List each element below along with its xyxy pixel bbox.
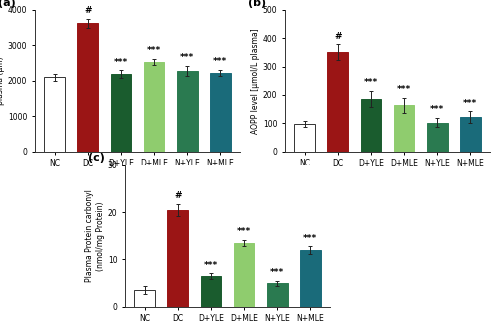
Y-axis label: Plasma Protein carbonyl
(nmol/mg Protein): Plasma Protein carbonyl (nmol/mg Protein…	[86, 189, 105, 282]
Text: ***: ***	[237, 227, 251, 236]
Bar	[360, 99, 381, 152]
Text: ***: ***	[204, 261, 218, 270]
Bar	[328, 52, 348, 152]
Y-axis label: Sialic acid content in
plasma (μm): Sialic acid content in plasma (μm)	[0, 41, 5, 121]
Text: ***: ***	[464, 99, 477, 108]
Text: ***: ***	[397, 85, 411, 94]
Text: (b): (b)	[248, 0, 266, 7]
Bar	[144, 62, 165, 152]
Bar	[210, 73, 231, 152]
Bar	[294, 124, 315, 152]
Text: ***: ***	[364, 78, 378, 87]
Bar	[267, 283, 287, 307]
Bar	[44, 77, 65, 152]
Bar	[427, 122, 448, 152]
Bar	[200, 276, 221, 307]
Text: #: #	[174, 191, 182, 200]
Bar	[177, 71, 198, 152]
Text: ***: ***	[180, 53, 194, 62]
Y-axis label: AOPP level [μmol/L plasma]: AOPP level [μmol/L plasma]	[251, 28, 260, 134]
Text: ***: ***	[114, 58, 128, 67]
Text: ***: ***	[430, 105, 444, 114]
Bar	[78, 23, 98, 152]
Bar	[134, 290, 155, 307]
Text: ***: ***	[270, 268, 284, 277]
Text: (c): (c)	[88, 152, 105, 162]
Text: ***: ***	[147, 46, 161, 55]
Text: #: #	[334, 32, 342, 41]
Bar	[394, 106, 414, 152]
Bar	[234, 243, 254, 307]
Bar	[168, 210, 188, 307]
Bar	[110, 74, 131, 152]
Text: (a): (a)	[0, 0, 16, 7]
Text: ***: ***	[304, 234, 318, 243]
Text: ***: ***	[214, 57, 228, 66]
Bar	[300, 250, 320, 307]
Text: #: #	[84, 6, 92, 15]
Bar	[460, 117, 480, 152]
